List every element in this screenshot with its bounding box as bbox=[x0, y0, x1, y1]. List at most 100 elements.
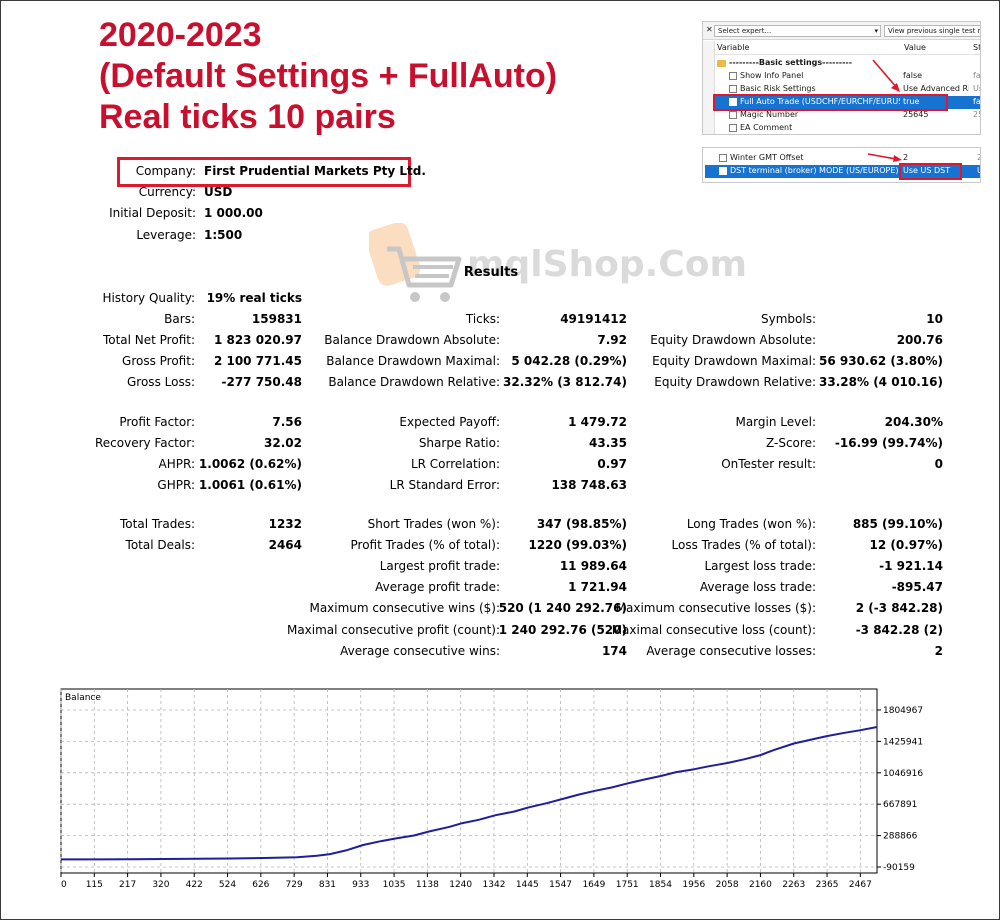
stat-value: 0.97 bbox=[597, 457, 627, 471]
x-tick-label: 1547 bbox=[549, 880, 572, 890]
x-tick-label: 1240 bbox=[449, 880, 472, 890]
company-value: First Prudential Markets Pty Ltd. bbox=[204, 164, 426, 178]
headline-line-1: 2020-2023 bbox=[99, 16, 262, 54]
checkbox[interactable] bbox=[719, 154, 727, 162]
red-arrow-icon bbox=[872, 59, 900, 92]
stat-label: Loss Trades (% of total): bbox=[671, 538, 817, 552]
view-previous-button[interactable]: View previous single test result... bbox=[884, 25, 980, 37]
row-value[interactable]: 25645 bbox=[903, 110, 929, 119]
checkbox[interactable] bbox=[729, 85, 737, 93]
x-tick-label: 320 bbox=[152, 880, 169, 890]
stat-label: Largest loss trade: bbox=[704, 559, 816, 573]
stat-label: Maximal consecutive loss (count): bbox=[611, 623, 816, 637]
column-value: Value bbox=[904, 43, 926, 52]
settings-row-full-auto-trade[interactable]: Full Auto Trade (USDCHF/EURCHF/EURUS... … bbox=[715, 96, 980, 109]
red-arrow-icon bbox=[867, 153, 902, 162]
stat-value: -277 750.48 bbox=[221, 375, 302, 389]
row-value[interactable]: Use US DST bbox=[903, 166, 951, 175]
settings-row-dst-mode[interactable]: DST terminal (broker) MODE (US/EUROPE) U… bbox=[705, 165, 980, 178]
settings-row-winter-gmt[interactable]: Winter GMT Offset 2 2 bbox=[705, 152, 980, 165]
stat-label: Profit Trades (% of total): bbox=[350, 538, 500, 552]
highlight-full-auto bbox=[713, 94, 948, 111]
balance-chart: 1804967 1425941 1046916 667891 288866 -90159 0… bbox=[59, 687, 994, 917]
checkbox[interactable] bbox=[729, 72, 737, 80]
stat-value: 1 823 020.97 bbox=[213, 333, 302, 347]
stat-label: History Quality: bbox=[102, 291, 195, 305]
x-tick-label: 2058 bbox=[716, 880, 739, 890]
row-value[interactable]: 2 bbox=[903, 153, 909, 162]
plot-area bbox=[60, 688, 878, 874]
y-tick-label: -90159 bbox=[883, 863, 915, 873]
stat-label: Margin Level: bbox=[735, 415, 816, 429]
leverage-label: Leverage: bbox=[136, 228, 196, 242]
settings-row-show-info-panel[interactable]: Show Info Panel false fal bbox=[715, 70, 980, 83]
checkbox[interactable] bbox=[729, 111, 737, 119]
settings-row-basic-risk[interactable]: Basic Risk Settings Use Advanced Ri... U… bbox=[715, 83, 980, 96]
chart-title: Balance bbox=[65, 693, 101, 703]
stat-value: 49191412 bbox=[560, 312, 627, 326]
checkbox[interactable] bbox=[729, 98, 737, 106]
stat-label: Average consecutive losses: bbox=[646, 644, 816, 658]
stat-value: 520 (1 240 292.76) bbox=[498, 601, 627, 615]
stat-label: Gross Loss: bbox=[127, 375, 195, 389]
balance-line bbox=[61, 726, 878, 861]
x-tick-label: 2160 bbox=[749, 880, 772, 890]
stat-label: Gross Profit: bbox=[122, 354, 195, 368]
stat-value: 19% real ticks bbox=[206, 291, 302, 305]
highlight-dst bbox=[899, 163, 962, 180]
stat-label: OnTester result: bbox=[721, 457, 816, 471]
stat-value: 32.02 bbox=[264, 436, 302, 450]
stat-label: Maximum consecutive wins ($): bbox=[309, 601, 500, 615]
stat-value: -16.99 (99.74%) bbox=[834, 436, 943, 450]
checkbox[interactable] bbox=[729, 124, 737, 132]
company-highlight bbox=[117, 157, 411, 187]
settings-row-magic-number[interactable]: Magic Number 25645 256 bbox=[715, 109, 980, 122]
stat-label: Average loss trade: bbox=[699, 580, 816, 594]
stat-label: Maximum consecutive losses ($): bbox=[615, 601, 816, 615]
expert-select[interactable]: Select expert... ▾ bbox=[714, 25, 881, 37]
x-tick-label: 729 bbox=[286, 880, 303, 890]
settings-row-basic[interactable]: ---------Basic settings--------- bbox=[715, 57, 980, 70]
stat-value: 159831 bbox=[251, 312, 302, 326]
stat-label: Expected Payoff: bbox=[399, 415, 500, 429]
row-value[interactable]: true bbox=[903, 97, 920, 106]
row-variable: EA Comment bbox=[740, 123, 793, 132]
stat-label: GHPR: bbox=[157, 478, 195, 492]
settings-row-ea-comment[interactable]: EA Comment bbox=[715, 122, 980, 134]
stat-value: 2 100 771.45 bbox=[213, 354, 302, 368]
stat-label: Ticks: bbox=[465, 312, 500, 326]
expert-settings-panel: ✕ Select expert... ▾ View previous singl… bbox=[702, 21, 981, 135]
y-tick-label: 667891 bbox=[883, 800, 917, 810]
close-icon[interactable]: ✕ bbox=[706, 25, 713, 34]
stat-value: 11 989.64 bbox=[559, 559, 627, 573]
x-tick-label: 1956 bbox=[682, 880, 705, 890]
x-tick-label: 2467 bbox=[849, 880, 872, 890]
row-value[interactable]: false bbox=[903, 71, 923, 80]
stat-label: Long Trades (won %): bbox=[686, 517, 816, 531]
stat-label: Largest profit trade: bbox=[379, 559, 500, 573]
expert-select-placeholder: Select expert... bbox=[718, 27, 772, 35]
x-tick-label: 1649 bbox=[582, 880, 605, 890]
x-tick-label: 2365 bbox=[816, 880, 839, 890]
stat-label: Total Net Profit: bbox=[102, 333, 195, 347]
stat-value: 32.32% (3 812.74) bbox=[503, 375, 627, 389]
stat-label: Short Trades (won %): bbox=[367, 517, 500, 531]
x-tick-label: 1035 bbox=[383, 880, 406, 890]
stat-value: 1232 bbox=[268, 517, 302, 531]
stat-label: Equity Drawdown Relative: bbox=[654, 375, 816, 389]
stat-label: Bars: bbox=[164, 312, 195, 326]
x-tick-label: 1342 bbox=[483, 880, 506, 890]
x-tick-label: 831 bbox=[319, 880, 336, 890]
stat-label: Recovery Factor: bbox=[94, 436, 195, 450]
row-variable: Magic Number bbox=[740, 110, 799, 119]
stat-label: Balance Drawdown Absolute: bbox=[324, 333, 500, 347]
stat-value: -3 842.28 (2) bbox=[855, 623, 943, 637]
currency-label: Currency: bbox=[138, 185, 196, 199]
stat-value: 1.0062 (0.62%) bbox=[198, 457, 302, 471]
stat-label: Average consecutive wins: bbox=[340, 644, 500, 658]
stat-value: 10 bbox=[926, 312, 943, 326]
x-tick-label: 1138 bbox=[416, 880, 439, 890]
currency-value: USD bbox=[204, 185, 233, 199]
checkbox[interactable] bbox=[719, 167, 727, 175]
row-value[interactable]: Use Advanced Ri... bbox=[903, 84, 969, 93]
